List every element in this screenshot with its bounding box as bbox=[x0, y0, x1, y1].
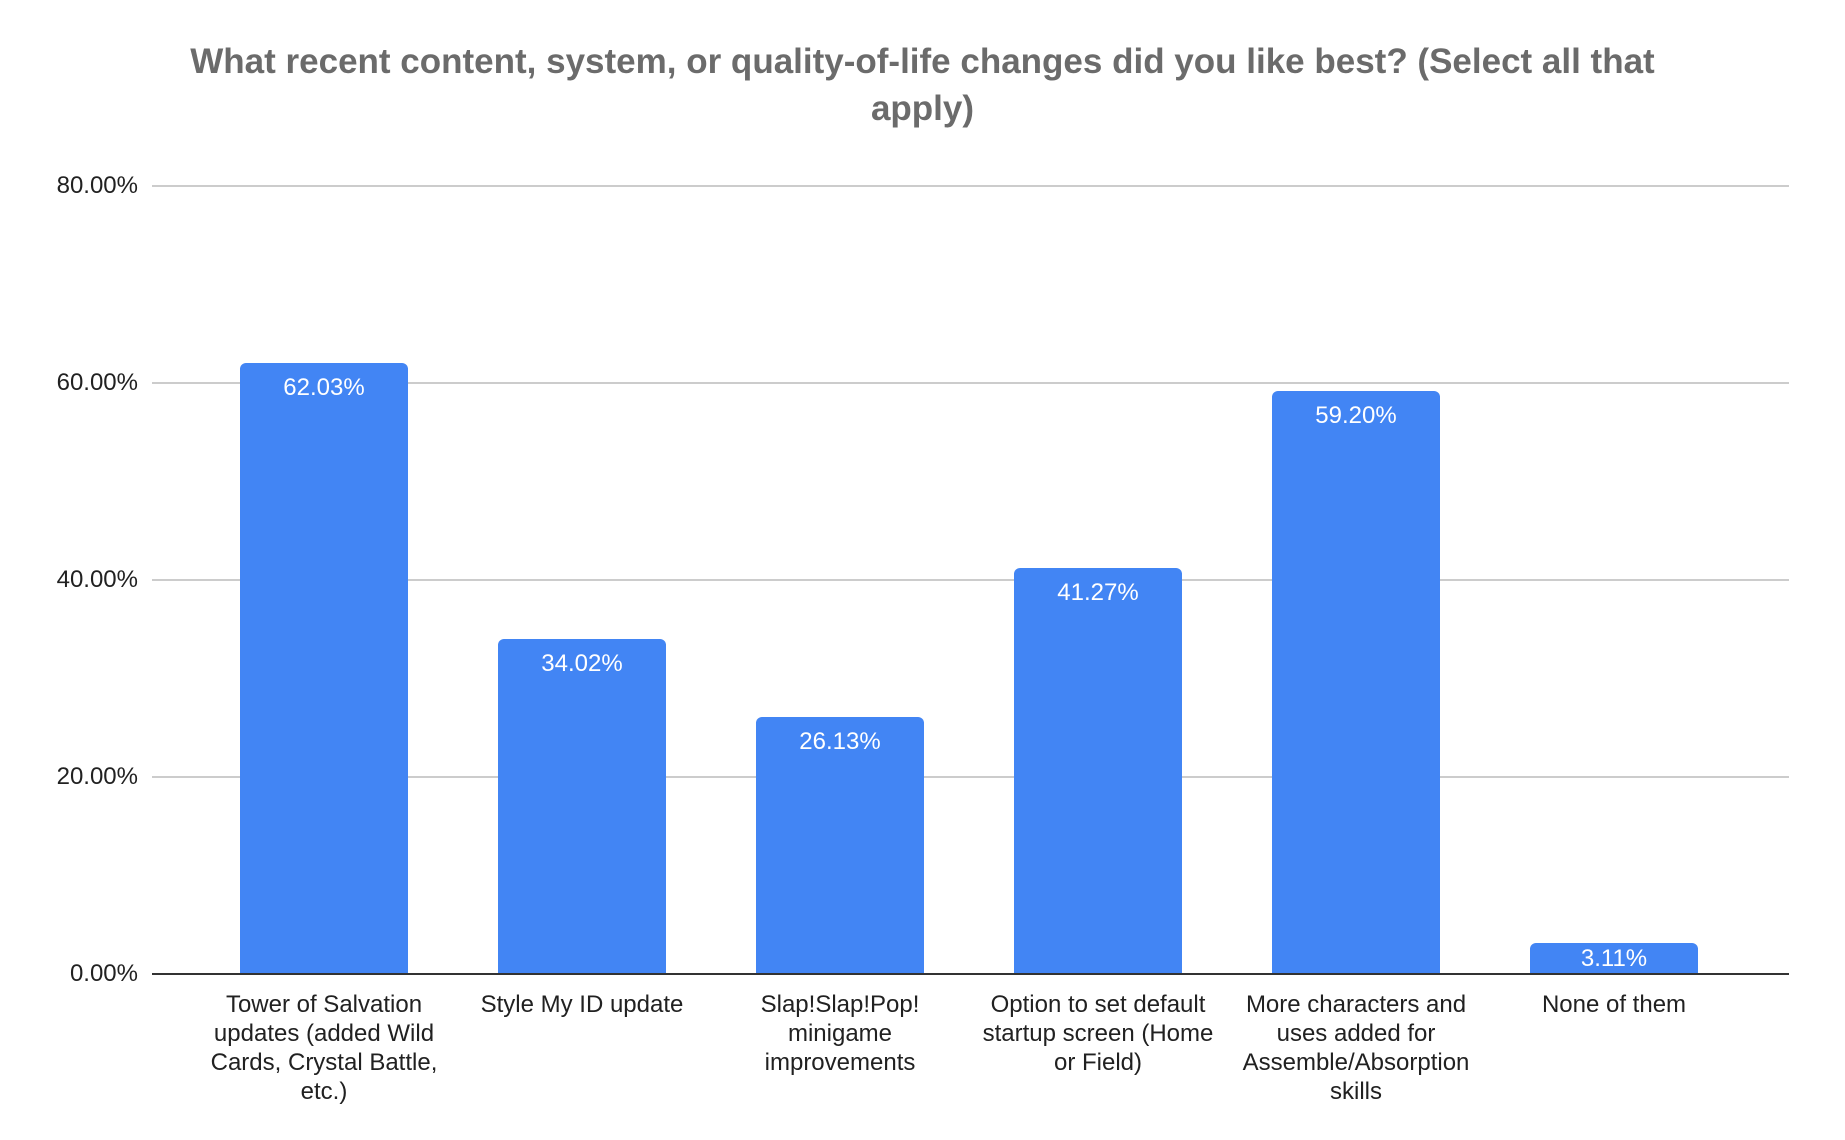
y-axis-tick-label: 80.00% bbox=[56, 172, 138, 199]
y-axis-tick-label: 40.00% bbox=[56, 566, 138, 593]
bar-slot: 62.03% bbox=[195, 186, 453, 974]
bar[interactable]: 62.03% bbox=[240, 363, 408, 974]
y-axis-tick-label: 0.00% bbox=[69, 960, 138, 987]
bar[interactable]: 3.11% bbox=[1530, 943, 1698, 974]
chart-title-line-2: apply) bbox=[870, 89, 975, 128]
x-axis-category-label: Style My ID update bbox=[453, 990, 711, 1106]
x-axis-category-label: None of them bbox=[1485, 990, 1743, 1106]
bar[interactable]: 41.27% bbox=[1014, 567, 1182, 974]
bar-slot: 41.27% bbox=[969, 186, 1227, 974]
x-axis-category-label: Tower of Salvation updates (added Wild C… bbox=[195, 990, 453, 1106]
gridline bbox=[152, 382, 1789, 384]
x-axis-category-text: Slap!Slap!Pop! minigame improvements bbox=[760, 991, 920, 1076]
bar-slot: 26.13% bbox=[711, 186, 969, 974]
y-axis-tick-label: 20.00% bbox=[56, 763, 138, 790]
x-axis-category-text: Tower of Salvation updates (added Wild C… bbox=[210, 991, 438, 1105]
bar-value-label: 26.13% bbox=[799, 727, 881, 755]
x-axis-baseline bbox=[152, 973, 1789, 975]
bar-value-label: 62.03% bbox=[283, 374, 365, 402]
bar[interactable]: 34.02% bbox=[498, 638, 666, 974]
x-axis-category-label: More characters and uses added for Assem… bbox=[1227, 990, 1485, 1106]
x-axis-category-text: Style My ID update bbox=[480, 991, 684, 1018]
x-axis-category-text: None of them bbox=[1541, 991, 1687, 1018]
bar-value-label: 59.20% bbox=[1315, 401, 1397, 429]
bar[interactable]: 26.13% bbox=[756, 716, 924, 974]
bar-value-label: 41.27% bbox=[1057, 578, 1139, 606]
bar-value-label: 34.02% bbox=[541, 649, 623, 677]
bars-container: 62.03% 34.02% 26.13% 41.27% 59.20% 3.11% bbox=[195, 186, 1743, 974]
x-axis-category-text: Option to set default startup screen (Ho… bbox=[982, 991, 1214, 1076]
x-axis: Tower of Salvation updates (added Wild C… bbox=[195, 990, 1743, 1106]
x-axis-category-label: Option to set default startup screen (Ho… bbox=[969, 990, 1227, 1106]
bar-slot: 34.02% bbox=[453, 186, 711, 974]
bar-value-label: 3.11% bbox=[1580, 944, 1648, 972]
chart-title-line-1: What recent content, system, or quality-… bbox=[190, 42, 1655, 81]
y-axis-tick-label: 60.00% bbox=[56, 369, 138, 396]
chart-title: What recent content, system, or quality-… bbox=[53, 38, 1793, 132]
bar-slot: 59.20% bbox=[1227, 186, 1485, 974]
gridline bbox=[152, 776, 1789, 778]
bar[interactable]: 59.20% bbox=[1272, 390, 1440, 974]
y-axis: 0.00% 20.00% 40.00% 60.00% 80.00% bbox=[0, 172, 138, 987]
gridline bbox=[152, 185, 1789, 187]
x-axis-category-text: More characters and uses added for Assem… bbox=[1242, 991, 1470, 1105]
x-axis-category-label: Slap!Slap!Pop! minigame improvements bbox=[711, 990, 969, 1106]
plot-area: 62.03% 34.02% 26.13% 41.27% 59.20% 3.11% bbox=[152, 185, 1789, 975]
gridline bbox=[152, 579, 1789, 581]
bar-slot: 3.11% bbox=[1485, 186, 1743, 974]
